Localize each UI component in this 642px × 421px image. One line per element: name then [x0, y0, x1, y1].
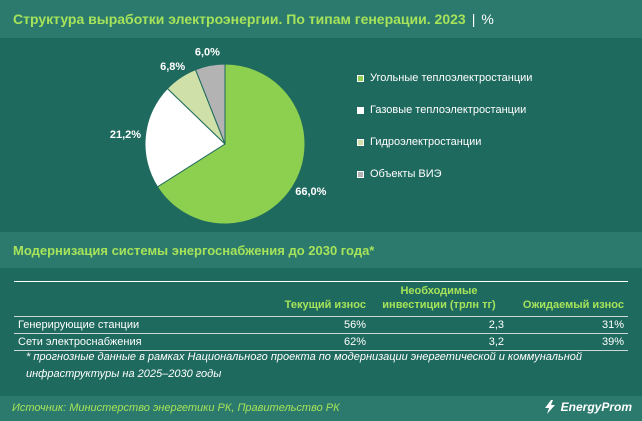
legend-label-coal: Угольные теплоэлектростанции	[370, 72, 533, 84]
legend-swatch-renewables	[357, 170, 364, 178]
table-header-row: Текущий износ Необходимые инвестиции (тр…	[14, 282, 628, 317]
expected-wear-cell: 39%	[601, 336, 624, 348]
lightning-icon	[544, 400, 555, 414]
legend-item-gas: Газовые теплоэлектростанции	[357, 104, 526, 116]
pie-slice-coal	[156, 63, 306, 225]
legend-label-gas: Газовые теплоэлектростанции	[370, 104, 527, 116]
table-row: Генерирующие станции 56% 2,3 31%	[14, 316, 628, 334]
investments-cell: 3,2	[488, 336, 504, 348]
current-wear-cell: 56%	[343, 319, 366, 331]
footnote: * прогнозные данные в рамках Национально…	[26, 349, 626, 383]
legend-item-renewables: Объекты ВИЭ	[357, 168, 442, 180]
footnote-line-1: * прогнозные данные в рамках Национально…	[26, 351, 583, 363]
legend-item-coal: Угольные теплоэлектростанции	[357, 72, 532, 84]
investments-cell: 2,3	[488, 319, 504, 331]
footnote-line-2: инфраструктуры на 2025–2030 годы	[26, 368, 222, 380]
pie-label-renewables: 6,0%	[195, 47, 220, 59]
chart-title: Структура выработки электроэнергии. По т…	[13, 11, 466, 27]
legend-swatch-hydro	[357, 138, 364, 146]
current-wear-cell: 62%	[343, 336, 366, 348]
row-label: Генерирующие станции	[18, 319, 140, 331]
legend-label-hydro: Гидроэлектростанции	[370, 136, 482, 148]
pie-slice-renewables	[194, 63, 226, 145]
brand-logo: EnergyProm	[542, 400, 632, 414]
title-unit: %	[481, 11, 494, 27]
legend-swatch-coal	[357, 74, 364, 82]
table-row: Сети электроснабжения 62% 3,2 39%	[14, 333, 628, 351]
title-bar: Структура выработки электроэнергии. По т…	[0, 0, 642, 38]
header-investments: Необходимые инвестиции (трлн тг)	[382, 285, 496, 311]
section2-title: Модернизация системы энергоснабжения до …	[13, 242, 375, 258]
header-empty	[14, 282, 198, 317]
title-separator: |	[471, 11, 476, 27]
brand-name: EnergyProm	[560, 400, 632, 414]
pie-label-hydro: 6,8%	[160, 61, 185, 73]
header-current-wear: Текущий износ	[284, 299, 366, 311]
header-expected-wear: Ожидаемый износ	[522, 299, 624, 311]
expected-wear-cell: 31%	[601, 319, 624, 331]
modernization-table: Текущий износ Необходимые инвестиции (тр…	[14, 281, 628, 351]
source-bar: Источник: Министерство энергетики РК, Пр…	[0, 396, 642, 421]
legend-label-renewables: Объекты ВИЭ	[370, 168, 442, 180]
pie-label-gas: 21,2%	[110, 129, 141, 141]
pie-slice-gas	[144, 87, 226, 188]
pie-chart: 66,0% 21,2% 6,8% 6,0%	[110, 47, 327, 225]
legend-swatch-gas	[357, 106, 364, 114]
legend-item-hydro: Гидроэлектростанции	[357, 136, 481, 148]
pie-label-coal: 66,0%	[295, 186, 326, 198]
row-label: Сети электроснабжения	[18, 336, 142, 348]
section2-header: Модернизация системы энергоснабжения до …	[0, 232, 642, 268]
source-text: Источник: Министерство энергетики РК, Пр…	[12, 402, 340, 414]
